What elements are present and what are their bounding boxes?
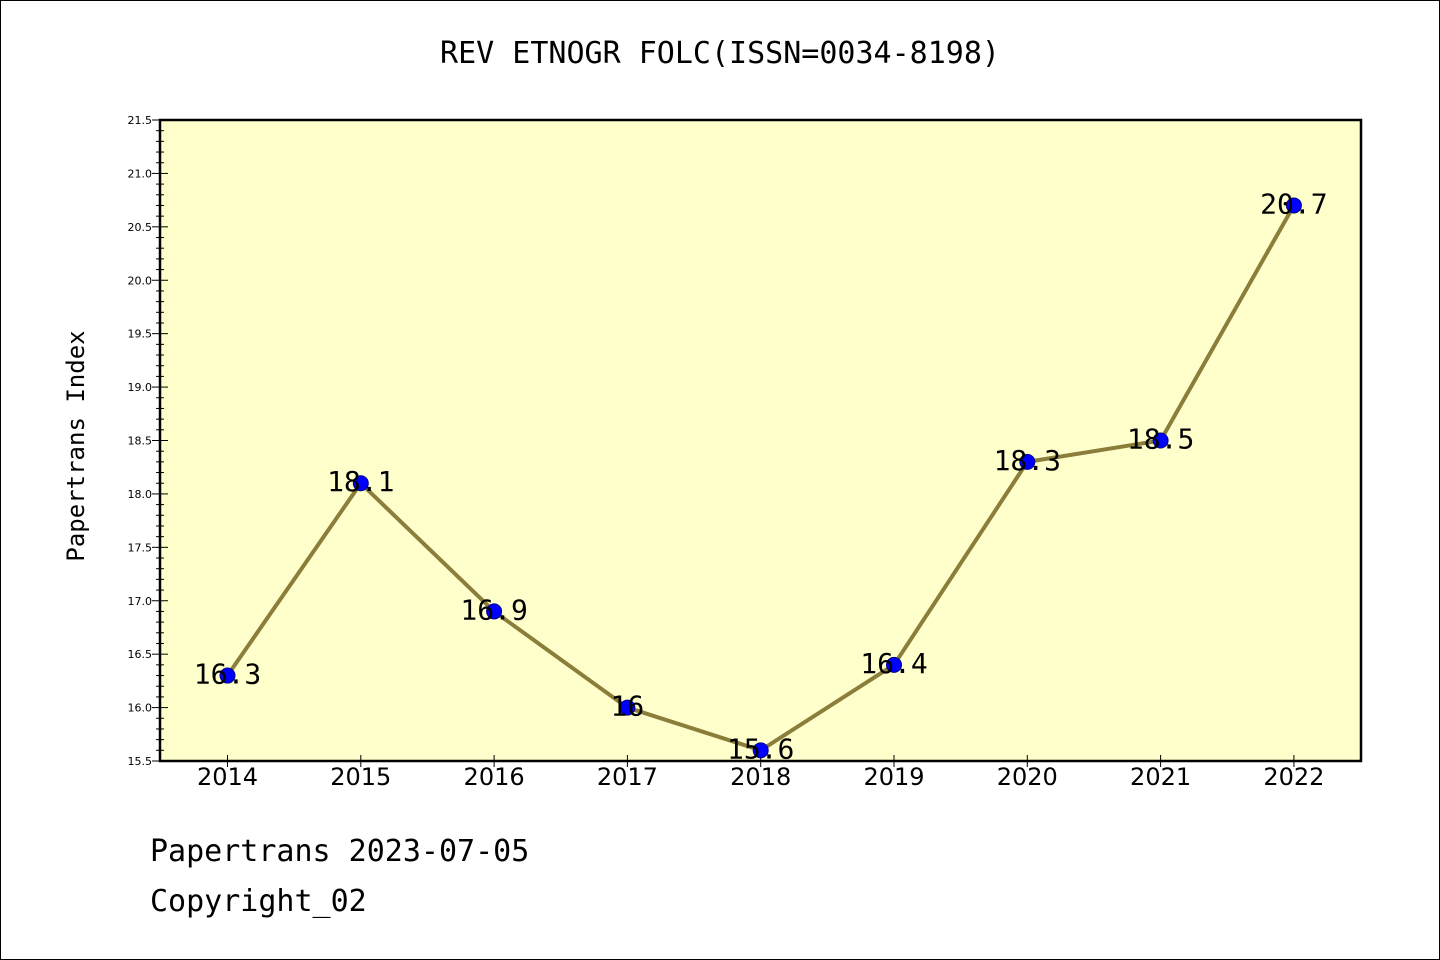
y-tick-label: 17.0	[128, 595, 153, 608]
y-tick-label: 21.0	[128, 167, 153, 180]
data-point	[352, 475, 369, 492]
data-point	[486, 603, 503, 620]
y-tick-label: 20.0	[128, 274, 153, 287]
x-tick-label: 2019	[863, 763, 924, 791]
data-point	[1152, 432, 1169, 449]
data-label: 16.4	[860, 647, 927, 680]
x-tick-label: 2021	[1130, 763, 1191, 791]
data-label: 20.7	[1260, 187, 1327, 220]
y-axis: 15.5 16.0 16.5 17.0 17.5 18.0 18.5 19.0 19.5 20.0…	[128, 114, 168, 768]
data-label: 16	[611, 690, 645, 723]
y-tick-label: 17.5	[128, 541, 153, 554]
data-label: 16.9	[460, 593, 527, 626]
x-tick-label: 2022	[1263, 763, 1324, 791]
data-point	[886, 656, 902, 673]
data-point	[1019, 453, 1036, 470]
x-tick-label: 2016	[464, 763, 525, 791]
data-point	[752, 742, 769, 759]
data-label: 16.3	[194, 658, 261, 691]
data-label: 18.5	[1127, 423, 1194, 456]
plot-border	[158, 118, 1363, 763]
data-point	[619, 699, 636, 716]
footer-date: Papertrans 2023-07-05	[150, 834, 530, 869]
y-tick-label: 21.5	[128, 114, 153, 127]
data-point	[1285, 197, 1302, 214]
data-label: 18.1	[327, 465, 394, 498]
x-tick-label: 2015	[330, 763, 391, 791]
y-tick-label: 20.5	[128, 221, 153, 234]
data-markers	[219, 197, 1302, 759]
data-label: 18.3	[994, 444, 1061, 477]
y-tick-label: 18.5	[128, 435, 153, 448]
footer-copyright: Copyright_02	[150, 884, 367, 919]
x-tick-label: 2020	[997, 763, 1058, 791]
x-tick-label: 2017	[597, 763, 658, 791]
y-tick-label: 16.5	[128, 648, 153, 661]
x-tick-label: 2018	[730, 763, 791, 791]
x-axis: 2014 2015 2016 2017 2018 2019 2020 2021 2022	[197, 755, 1324, 791]
y-tick-label: 16.0	[128, 702, 153, 715]
y-tick-label: 15.5	[128, 755, 153, 768]
chart-title: REV ETNOGR FOLC(ISSN=0034-8198)	[440, 36, 1000, 71]
data-point	[219, 667, 236, 684]
y-tick-label: 19.5	[128, 328, 153, 341]
x-tick-label: 2014	[197, 763, 258, 791]
y-tick-label: 19.0	[128, 381, 153, 394]
y-tick-label: 18.0	[128, 488, 153, 501]
